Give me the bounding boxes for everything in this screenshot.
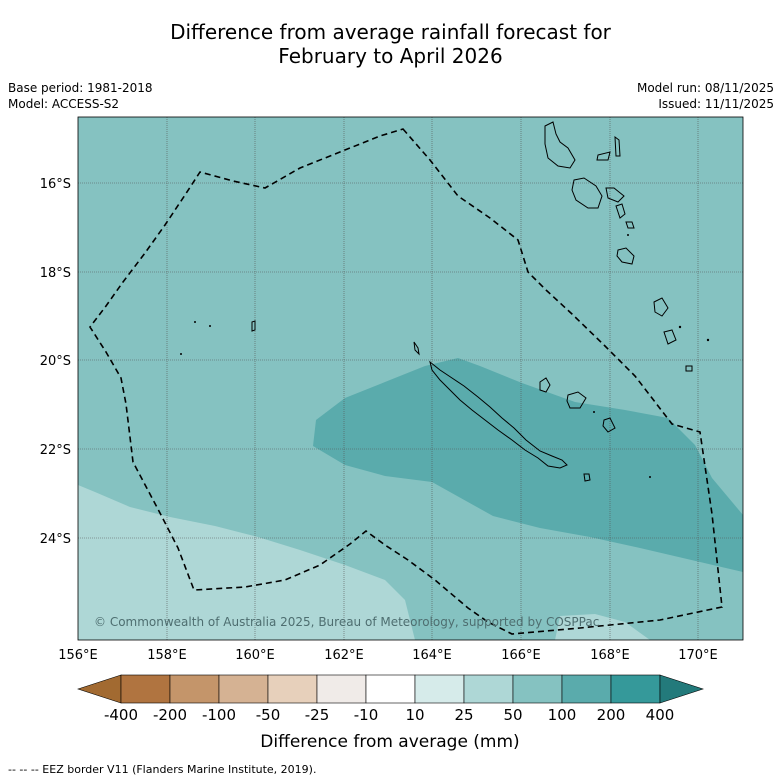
lon-label: 156°E [58, 648, 98, 663]
colorbar-swatch [316, 674, 367, 704]
colorbar-tick: 25 [454, 706, 473, 724]
model-run: Model run: 08/11/2025 [636, 81, 774, 95]
colorbar: -400 -200 -100 -50 -25 -10 10 25 50 100 … [77, 674, 704, 752]
map-frame [77, 116, 744, 641]
colorbar-swatch [267, 674, 318, 704]
colorbar-tick: -10 [354, 706, 379, 724]
colorbar-tick: -100 [202, 706, 236, 724]
lon-label: 170°E [678, 648, 718, 663]
graticule [78, 117, 743, 640]
copyright-text: © Commonwealth of Australia 2025, Bureau… [94, 615, 599, 629]
eez-border [89, 128, 723, 635]
new-caledonia-island [429, 360, 568, 469]
model-name: Model: ACCESS-S2 [8, 97, 120, 111]
lon-label: 160°E [235, 648, 275, 663]
map-title-line1: Difference from average rainfall forecas… [170, 20, 611, 44]
lat-label: 20°S [40, 354, 71, 369]
colorbar-high-arrow [659, 674, 704, 704]
colorbar-swatch [610, 674, 661, 704]
lat-label: 24°S [40, 532, 71, 547]
colorbar-tick: -25 [305, 706, 330, 724]
coastlines [251, 121, 693, 482]
colorbar-swatch [414, 674, 465, 704]
colorbar-tick: 200 [597, 706, 626, 724]
rainfall-map: © Commonwealth of Australia 2025, Bureau… [78, 117, 743, 640]
longitude-labels: 156°E 158°E 160°E 162°E 164°E 166°E 168°… [58, 648, 718, 663]
lon-label: 158°E [147, 648, 187, 663]
region-25-50mm [78, 485, 415, 640]
lon-label: 166°E [501, 648, 541, 663]
lat-label: 18°S [40, 266, 71, 281]
colorbar-tick: 100 [548, 706, 577, 724]
colorbar-tick: -50 [256, 706, 281, 724]
small-islets [180, 234, 710, 478]
colorbar-tick: -200 [153, 706, 187, 724]
colorbar-swatch [120, 674, 171, 704]
eez-footnote: -- -- -- EEZ border V11 (Flanders Marine… [8, 763, 317, 776]
colorbar-swatch [561, 674, 612, 704]
colorbar-title: Difference from average (mm) [260, 732, 519, 752]
colorbar-swatch [218, 674, 269, 704]
colorbar-tick: 50 [503, 706, 522, 724]
lon-label: 164°E [412, 648, 452, 663]
issued-date: Issued: 11/11/2025 [658, 97, 774, 111]
lon-label: 162°E [324, 648, 364, 663]
lon-label: 168°E [590, 648, 630, 663]
region-25-50mm-east [555, 614, 650, 640]
base-period: Base period: 1981-2018 [8, 81, 153, 95]
colorbar-tick: 400 [646, 706, 675, 724]
colorbar-tick: -400 [104, 706, 138, 724]
colorbar-swatch [512, 674, 563, 704]
colorbar-low-arrow [77, 674, 122, 704]
latitude-labels: 16°S 18°S 20°S 22°S 24°S [40, 177, 71, 547]
colorbar-swatch [169, 674, 220, 704]
region-100-200mm [313, 358, 743, 572]
colorbar-swatch [365, 674, 416, 704]
map-title-line2: February to April 2026 [278, 44, 503, 68]
lat-label: 22°S [40, 443, 71, 458]
colorbar-tick: 10 [405, 706, 424, 724]
colorbar-swatch [463, 674, 514, 704]
lat-label: 16°S [40, 177, 71, 192]
